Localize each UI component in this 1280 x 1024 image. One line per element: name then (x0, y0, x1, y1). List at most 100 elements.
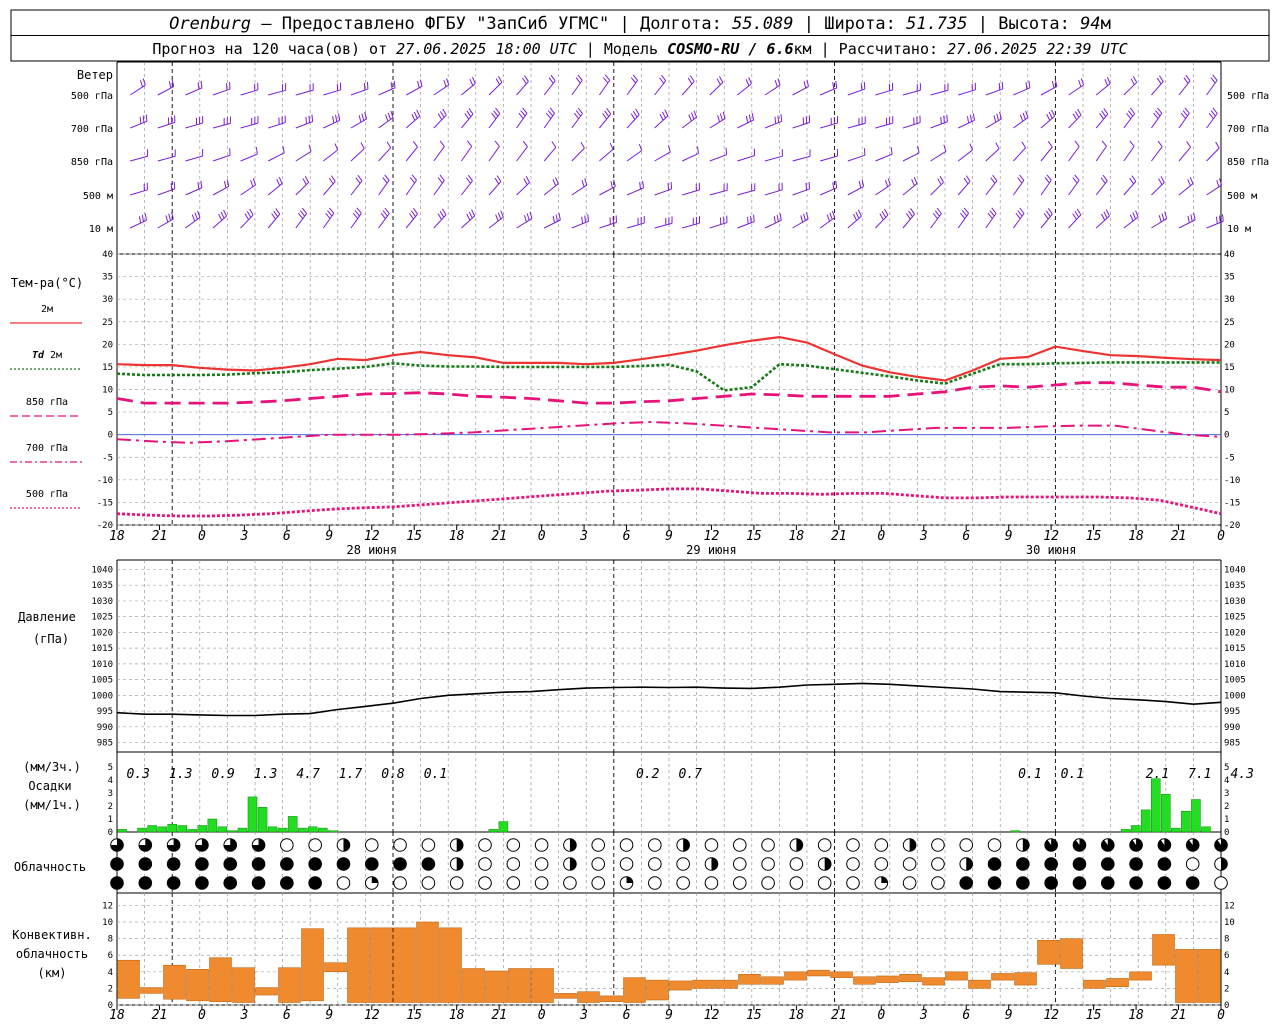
wind-barb-feather (1156, 77, 1162, 85)
cloud-cover-icon (789, 857, 804, 871)
wind-barb (129, 213, 147, 229)
wind-barb-feather (1025, 82, 1028, 90)
wind-barb-feather (522, 77, 527, 85)
hour-label-bottom: 0 (538, 1008, 546, 1023)
wind-barb-feather (1025, 110, 1029, 118)
wind-barb-feather (1051, 109, 1056, 117)
cloud-cover-icon (902, 838, 917, 852)
hour-label: 12 (1043, 529, 1059, 544)
cloud-fill (1186, 876, 1199, 890)
wind-barb-feather (1048, 111, 1053, 119)
wind-barb (599, 179, 616, 196)
cloud-fill (223, 876, 237, 890)
wind-barb-feather (693, 110, 698, 118)
wind-barb-feather (520, 110, 526, 117)
wind-barb-feather (472, 76, 476, 84)
wind-barb-feather (523, 178, 528, 185)
cloud-fill (1129, 857, 1143, 871)
wind-barb (543, 177, 559, 196)
cloud-circle (789, 876, 804, 890)
wind-barb (185, 210, 201, 229)
wind-barb (1178, 107, 1190, 129)
wind-barb (709, 76, 724, 96)
cloud-cover-icon (506, 838, 521, 852)
wind-barb-shaft (433, 180, 445, 196)
pressure-tick-left: 1015 (91, 644, 113, 654)
wind-barb-feather (722, 111, 726, 119)
wind-barb-feather (1047, 141, 1053, 148)
wind-barb-feather (497, 212, 502, 220)
temp-tick-left: 0 (108, 431, 113, 441)
convective-bar (1014, 972, 1037, 986)
wind-barb-feather (1044, 177, 1050, 184)
wind-barb (957, 175, 971, 196)
pressure-tick-right: 1010 (1224, 660, 1246, 670)
cloud-cover-icon (591, 857, 606, 871)
hour-label: 9 (1005, 529, 1013, 544)
cloud-cover-icon (959, 876, 974, 890)
wind-barb-feather (171, 211, 174, 220)
wind-level-label-right: 10 м (1227, 224, 1251, 235)
precip-bar (247, 796, 258, 833)
cloud-cover-icon (393, 857, 407, 871)
cloud-cover-icon (308, 838, 322, 852)
convective-bar (439, 927, 462, 1003)
cloud-fill (1101, 876, 1115, 890)
cloud-fill (1022, 838, 1030, 852)
cloud-circle (591, 876, 606, 890)
wind-barb (157, 149, 176, 162)
wind-barb (1040, 141, 1053, 162)
wind-barb-shaft (323, 181, 336, 196)
precip-title-1h: (мм/1ч.) (23, 798, 81, 812)
wind-barb-feather (523, 215, 527, 223)
cloud-cover-icon (506, 857, 521, 871)
wind-barb-feather (806, 79, 809, 87)
temp-tick-left: 30 (102, 295, 113, 305)
longitude-value: 55.089 (732, 14, 793, 34)
cloud-fill (365, 857, 379, 871)
hour-label: 18 (789, 529, 805, 544)
wind-barb-feather (357, 174, 363, 182)
cloud-cover-icon (931, 857, 945, 871)
hour-label: 6 (962, 529, 970, 544)
wind-barb-feather (466, 110, 472, 117)
cloud-cover-icon (280, 857, 294, 871)
cloud-circle (563, 876, 577, 890)
wind-barb (985, 174, 998, 196)
wind-barb-feather (1017, 210, 1023, 217)
cloud-fill (139, 876, 152, 890)
cloud-fill (1101, 838, 1115, 852)
hour-label-bottom: 6 (962, 1008, 970, 1023)
cloud-cover-icon (563, 876, 577, 890)
wind-barb-shaft (461, 83, 476, 96)
cloud-cover-icon (563, 857, 577, 871)
wind-barb-feather (963, 177, 969, 185)
precip-bar (1181, 810, 1191, 833)
wind-barb (737, 183, 756, 196)
wind-barb-feather (1130, 78, 1135, 85)
precip-bar (1010, 830, 1021, 833)
wind-barb (268, 115, 286, 129)
wind-barb-shaft (764, 155, 783, 162)
cloud-circle (704, 876, 719, 890)
wind-barb-feather (638, 143, 643, 151)
wind-barb (1206, 178, 1223, 196)
wind-barb-feather (246, 211, 252, 218)
wind-barb-shaft (709, 118, 726, 129)
wind-barb (157, 211, 174, 229)
wind-barb-feather (495, 107, 501, 114)
legend-text: 850 гПа (26, 397, 68, 408)
wind-barb (1123, 107, 1136, 129)
wind-barb (543, 213, 561, 229)
convective-bar (1129, 971, 1152, 981)
cloud-circle (336, 876, 351, 890)
conv-tick-left: 10 (102, 918, 113, 928)
wind-barb (598, 74, 611, 96)
precip-bar (277, 827, 288, 833)
wind-barb-feather (969, 143, 973, 151)
precip-bar (257, 807, 268, 833)
convective-bar (922, 977, 945, 986)
wind-barb-feather (558, 213, 561, 221)
wind-barb-shaft (764, 219, 782, 229)
hour-label-bottom: 21 (1171, 1008, 1187, 1023)
